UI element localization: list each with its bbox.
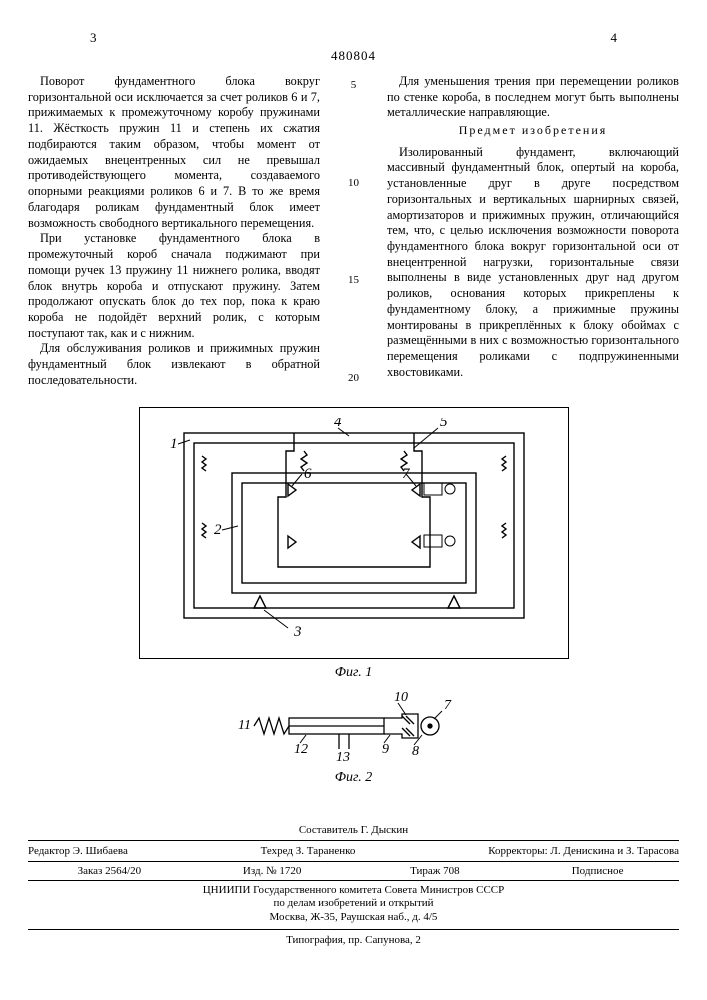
print-run: Тираж 708: [354, 865, 517, 877]
printer-line: Типография, пр. Сапунова, 2: [28, 930, 679, 946]
figure-1-diagram: 1 2 3 4 5 6 7: [154, 418, 554, 643]
correctors-line: Корректоры: Л. Денискина и З. Тарасова: [488, 845, 679, 857]
figure-1-caption: Фиг. 1: [28, 665, 679, 681]
footer-block: Составитель Г. Дыскин Редактор Э. Шибаев…: [28, 824, 679, 946]
fig1-label-3: 3: [293, 624, 302, 640]
techred-line: Техред З. Тараненко: [261, 845, 356, 857]
line-marker: 5: [351, 78, 357, 92]
invention-subject-heading: Предмет изобретения: [387, 123, 679, 138]
fig1-label-1: 1: [170, 436, 178, 452]
org-line-3: Москва, Ж-35, Раушская наб., д. 4/5: [28, 911, 679, 925]
right-intro-paragraph: Для уменьшения трения при перемещении ро…: [387, 74, 679, 121]
fig2-label-13: 13: [336, 750, 350, 761]
claim-paragraph: Изолированный фундамент, включающий масс…: [387, 145, 679, 381]
left-col-number: 3: [90, 30, 97, 46]
org-line-1: ЦНИИПИ Государственного комитета Совета …: [28, 884, 679, 898]
fig2-label-10: 10: [394, 691, 408, 705]
order-number: Заказ 2564/20: [28, 865, 191, 877]
subscription-label: Подписное: [516, 865, 679, 877]
fig2-label-7: 7: [444, 698, 452, 713]
figure-2-caption: Фиг. 2: [28, 770, 679, 786]
org-line-2: по делам изобретений и открытий: [28, 897, 679, 911]
issue-number: Изд. № 1720: [191, 865, 354, 877]
fig1-label-5: 5: [440, 418, 448, 430]
fig2-label-9: 9: [382, 742, 389, 757]
line-marker: 10: [348, 176, 359, 190]
text-columns: Поворот фундаментного блока вокруг гориз…: [28, 74, 679, 389]
editor-line: Редактор Э. Шибаева: [28, 845, 128, 857]
compiler-line: Составитель Г. Дыскин: [28, 824, 679, 836]
line-marker: 15: [348, 273, 359, 287]
right-col-number: 4: [611, 30, 618, 46]
footer-row-2: Заказ 2564/20 Изд. № 1720 Тираж 708 Подп…: [28, 862, 679, 881]
left-paragraph-1: Поворот фундаментного блока вокруг гориз…: [28, 74, 320, 231]
right-column: Для уменьшения трения при перемещении ро…: [387, 74, 679, 389]
left-paragraph-3: Для обслуживания роликов и прижимных пру…: [28, 341, 320, 388]
line-marker: 20: [348, 371, 359, 385]
fig2-label-8: 8: [412, 744, 419, 759]
fig1-label-2: 2: [214, 522, 222, 538]
figure-1-frame: 1 2 3 4 5 6 7: [139, 407, 569, 659]
footer-row-1: Редактор Э. Шибаева Техред З. Тараненко …: [28, 840, 679, 862]
fig2-label-12: 12: [294, 742, 308, 757]
fig1-label-6: 6: [304, 466, 312, 482]
line-number-rail: 5 10 15 20: [348, 74, 359, 389]
fig2-label-11: 11: [238, 718, 251, 733]
figure-2-diagram: 11 12 13 9 8 10 7: [234, 691, 474, 761]
left-paragraph-2: При установке фундаментного блока в пром…: [28, 231, 320, 341]
organization-block: ЦНИИПИ Государственного комитета Совета …: [28, 881, 679, 930]
figure-2-wrap: 11 12 13 9 8 10 7: [234, 691, 474, 766]
document-number: 480804: [28, 48, 679, 64]
left-column: Поворот фундаментного блока вокруг гориз…: [28, 74, 320, 389]
page: 3 4 480804 Поворот фундаментного блока в…: [0, 0, 707, 1000]
column-number-row: 3 4: [90, 30, 617, 46]
